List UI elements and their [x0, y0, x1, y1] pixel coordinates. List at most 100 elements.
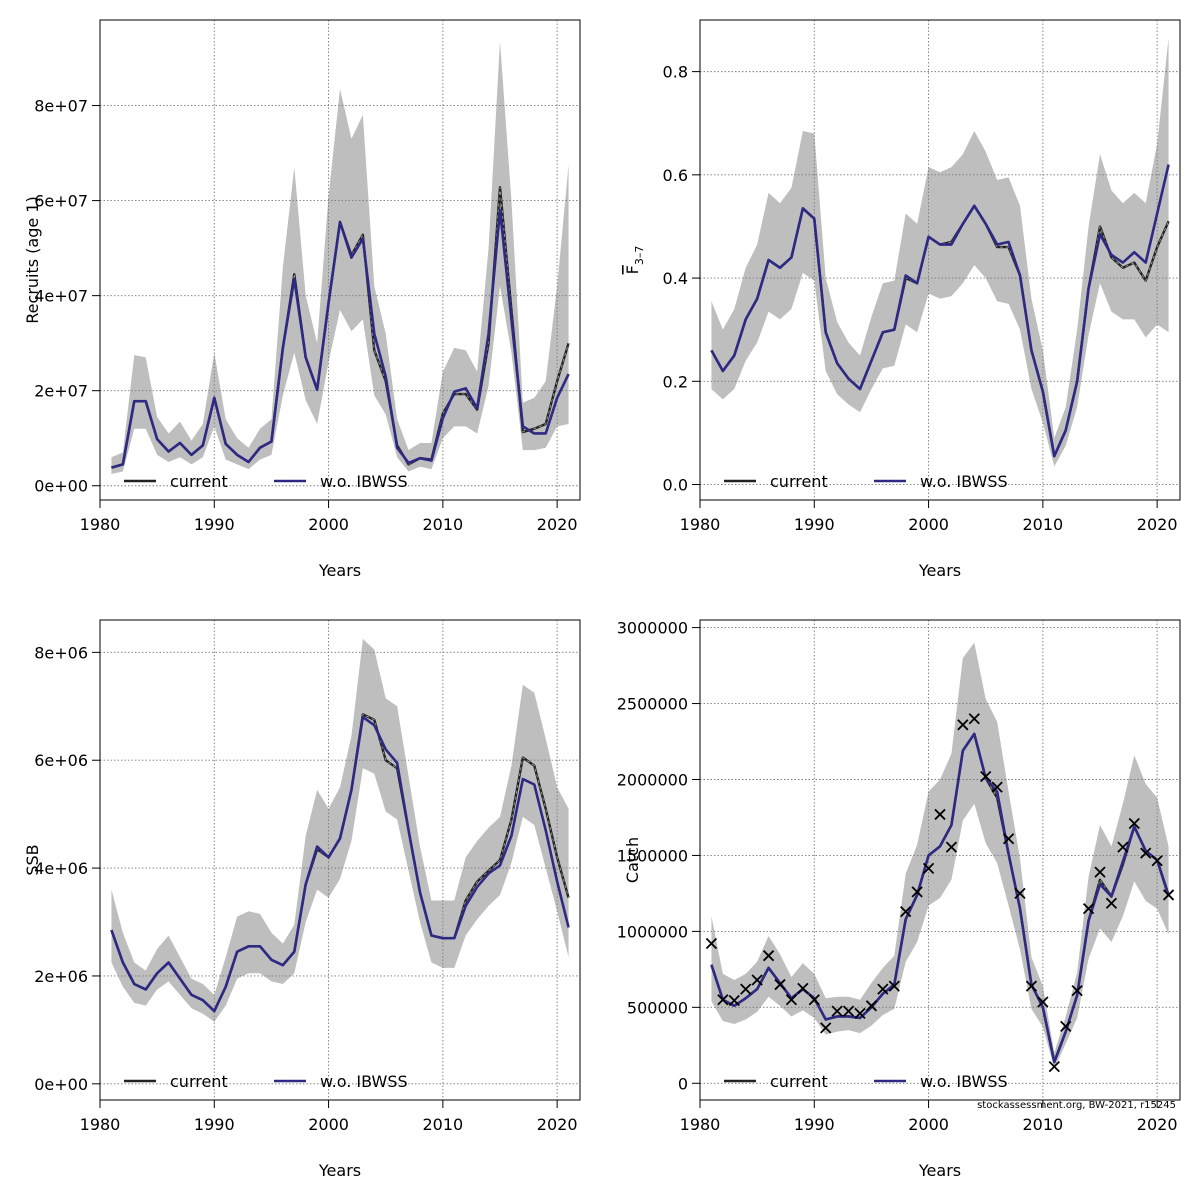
x-tick-label: 1990 [794, 1115, 835, 1134]
plot-frame [699, 619, 1181, 1101]
observed-point [980, 770, 992, 783]
confidence-band [111, 41, 569, 474]
observed-point [1002, 833, 1015, 845]
observed-point [797, 982, 809, 994]
observed-point [774, 978, 786, 991]
y-tick-label: 6e+06 [34, 751, 88, 770]
legend-label-current: current [770, 472, 828, 491]
observed-point [1082, 902, 1095, 915]
x-axis-title: Years [918, 1161, 961, 1180]
legend: current w.o. IBWSS [724, 1072, 1008, 1091]
x-tick-label: 2000 [308, 515, 349, 534]
observed-point [1117, 841, 1129, 853]
y-axis: 0e+00 2e+06 4e+06 6e+06 8e+06 SSB [23, 643, 100, 1094]
confidence-band [111, 638, 569, 1022]
y-tick-label: 2e+06 [34, 967, 88, 986]
x-tick-label: 1990 [194, 515, 235, 534]
x-tick-label: 2010 [1022, 515, 1063, 534]
plot-frame [99, 19, 581, 501]
x-axis-title: Years [318, 561, 361, 580]
x-axis-title: Years [918, 561, 961, 580]
x-tick-label: 2020 [537, 515, 578, 534]
observed-point [1060, 1020, 1072, 1032]
y-axis: 0e+00 2e+07 4e+07 6e+07 8e+07 Recruits (age 1… [23, 97, 100, 496]
panel-catch: 1980 1990 2000 2010 2020 Years 0 500000 1000000 1… [617, 619, 1181, 1180]
legend: current w.o. IBWSS [124, 1072, 408, 1091]
y-axis-title: SSB [23, 844, 42, 875]
y-tick-label: 0.2 [663, 372, 688, 391]
observed-point [1025, 980, 1038, 992]
observed-point [877, 983, 889, 995]
y-tick-label: 8e+06 [34, 643, 88, 662]
y-tick-label: 8e+07 [34, 97, 88, 116]
series-line-alt [710, 164, 1170, 458]
legend: current w.o. IBWSS [124, 472, 408, 491]
observed-point [1094, 866, 1106, 878]
y-tick-label: 2500000 [617, 695, 688, 714]
y-axis-title: Catch [623, 837, 642, 883]
y-axis: 0 500000 1000000 1500000 2000000 2500000 30000… [617, 619, 700, 1093]
observed-point [854, 1007, 866, 1020]
observed-points [705, 713, 1175, 1073]
observed-point [831, 1005, 843, 1017]
x-tick-label: 1980 [80, 1115, 121, 1134]
y-tick-label: 0.8 [663, 63, 688, 82]
y-tick-label: 0.6 [663, 166, 688, 185]
observed-point [1140, 847, 1152, 859]
observed-point [945, 841, 958, 853]
x-axis: 1980 1990 2000 2010 2020 Years [680, 1100, 1178, 1180]
panel-recruits: 1980 1990 2000 2010 2020 Years 0e+00 2e+07 4e+07… [23, 19, 581, 580]
confidence-band [711, 38, 1169, 467]
plot-frame [699, 19, 1181, 501]
x-tick-label: 2010 [1022, 1115, 1063, 1134]
observed-point [1037, 996, 1049, 1008]
legend-label-alt: w.o. IBWSS [320, 1072, 408, 1091]
series-line-alt [110, 715, 570, 1013]
observed-point [751, 974, 763, 986]
observed-point [968, 713, 980, 725]
observed-point [820, 1022, 832, 1034]
x-axis: 1980 1990 2000 2010 2020 Years [680, 500, 1178, 580]
observed-point [900, 906, 912, 918]
observed-point [1128, 817, 1140, 830]
observed-point [785, 994, 798, 1006]
watermark-text: stockassessment.org, BW-2021, r15245 [977, 1100, 1176, 1111]
y-tick-label: 0e+00 [34, 477, 88, 496]
y-axis-title: F3–7 [623, 246, 646, 275]
y-tick-label: 2e+07 [34, 382, 88, 401]
observed-point [865, 1000, 878, 1012]
y-tick-label: 6e+07 [34, 192, 88, 211]
observed-point [1162, 889, 1175, 901]
x-tick-label: 1980 [680, 1115, 721, 1134]
x-tick-label: 2020 [537, 1115, 578, 1134]
y-tick-label: 0 [678, 1074, 688, 1093]
observed-point [911, 886, 923, 898]
y-tick-label: 0.4 [663, 269, 688, 288]
x-axis: 1980 1990 2000 2010 2020 Years [80, 500, 578, 580]
x-axis: 1980 1990 2000 2010 2020 Years [80, 1100, 578, 1180]
x-tick-label: 1980 [680, 515, 721, 534]
x-tick-label: 1980 [80, 515, 121, 534]
y-axis: 0.0 0.2 0.4 0.6 0.8 F3–7 [623, 63, 700, 495]
observed-point [922, 862, 935, 874]
panel-fbar: 1980 1990 2000 2010 2020 Years 0.0 0.2 0.4 0.6 0.8… [623, 19, 1181, 580]
x-tick-label: 1990 [194, 1115, 235, 1134]
legend-label-alt: w.o. IBWSS [320, 472, 408, 491]
legend-label-alt: w.o. IBWSS [920, 472, 1008, 491]
y-tick-label: 0.0 [663, 476, 688, 495]
y-tick-label: 2000000 [617, 770, 688, 789]
series-line-alt [710, 732, 1170, 1064]
series-line-alt [111, 208, 570, 469]
plot-frame [99, 619, 581, 1101]
observed-point [957, 719, 969, 731]
observed-point [934, 808, 946, 821]
x-tick-label: 2010 [422, 1115, 463, 1134]
observed-point [762, 950, 775, 962]
panel-ssb: 1980 1990 2000 2010 2020 Years 0e+00 2e+06 4e+06… [23, 619, 581, 1180]
observed-point [842, 1005, 855, 1017]
y-tick-label: 3000000 [617, 619, 688, 638]
y-tick-label: 1000000 [617, 922, 688, 941]
observed-point [740, 983, 752, 995]
